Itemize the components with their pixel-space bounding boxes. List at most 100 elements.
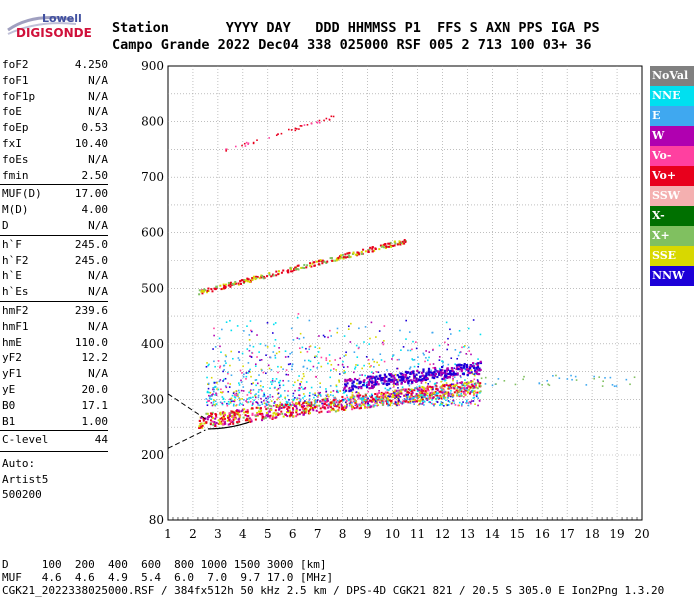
echo-point	[380, 393, 383, 396]
echo-point	[238, 397, 240, 399]
echo-point	[411, 391, 414, 394]
echo-point	[259, 404, 261, 407]
echo-point	[443, 371, 447, 374]
echo-point	[335, 259, 338, 262]
echo-point	[357, 253, 360, 256]
echo-point	[422, 370, 425, 373]
echo-point	[369, 399, 372, 402]
echo-point	[323, 400, 325, 403]
echo-point	[442, 387, 445, 390]
echo-point	[380, 359, 383, 361]
echo-point	[351, 385, 354, 388]
echo-point	[209, 423, 212, 426]
echo-point	[205, 421, 208, 424]
param-value: 0.53	[81, 121, 109, 135]
echo-point	[368, 400, 370, 403]
echo-point	[431, 391, 433, 394]
echo-point	[343, 335, 346, 337]
echo-point	[423, 377, 426, 380]
echo-point	[392, 382, 395, 385]
echo-point	[215, 414, 218, 417]
echo-point	[289, 403, 292, 406]
echo-point	[254, 278, 257, 281]
echo-point	[443, 390, 446, 393]
echo-point	[206, 289, 209, 292]
echo-point	[226, 415, 229, 418]
echo-point	[213, 334, 215, 337]
echo-point	[219, 417, 222, 420]
echo-point	[302, 413, 305, 416]
echo-point	[297, 389, 300, 392]
echo-point	[325, 262, 328, 265]
echo-point	[398, 372, 401, 374]
echo-point	[277, 365, 279, 368]
echo-point	[445, 372, 448, 375]
echo-point	[282, 404, 285, 407]
echo-point	[298, 387, 301, 389]
echo-point	[225, 150, 227, 152]
echo-point	[395, 395, 398, 398]
echo-point	[350, 379, 353, 382]
echo-point	[404, 370, 407, 374]
echo-point	[212, 401, 215, 403]
echo-point	[377, 371, 380, 374]
echo-point	[243, 373, 245, 376]
echo-point	[388, 387, 391, 390]
echo-point	[376, 380, 379, 384]
echo-point	[431, 399, 433, 401]
echo-point	[633, 376, 636, 379]
echo-point	[307, 412, 310, 415]
echo-point	[438, 370, 441, 374]
echo-point	[343, 370, 345, 372]
echo-point	[447, 384, 450, 387]
echo-point	[427, 383, 430, 385]
echo-point	[477, 362, 480, 365]
echo-point	[392, 386, 395, 388]
param-row: foF2 4.250	[2, 57, 108, 73]
echo-point	[344, 378, 347, 381]
echo-point	[269, 387, 271, 390]
echo-point	[241, 372, 243, 374]
echo-point	[292, 395, 294, 397]
echo-point	[219, 391, 222, 394]
echo-point	[219, 401, 222, 404]
echo-point	[243, 398, 245, 401]
echo-point	[277, 408, 280, 411]
echo-point	[323, 119, 325, 122]
echo-point	[298, 338, 301, 340]
echo-point	[434, 382, 437, 385]
echo-point	[412, 340, 414, 343]
echo-point	[347, 378, 350, 382]
echo-point	[334, 259, 337, 262]
echo-point	[314, 356, 316, 359]
echo-point	[199, 423, 202, 426]
echo-point	[454, 404, 457, 406]
auto-code: 500200	[2, 488, 42, 502]
echo-point	[301, 346, 304, 349]
echo-point	[440, 395, 443, 398]
echo-point	[401, 386, 404, 389]
echo-point	[236, 394, 239, 397]
echo-point	[410, 388, 413, 391]
echo-point	[447, 404, 450, 406]
echo-point	[388, 242, 391, 245]
echo-point	[277, 270, 280, 273]
echo-point	[475, 386, 478, 389]
echo-point	[462, 386, 465, 389]
echo-point	[247, 142, 250, 145]
echo-point	[447, 392, 450, 395]
echo-point	[219, 284, 222, 287]
echo-point	[299, 387, 301, 390]
echo-point	[277, 392, 280, 395]
echo-point	[244, 145, 247, 147]
echo-point	[333, 405, 336, 408]
echo-point	[476, 368, 479, 371]
echo-point	[406, 398, 409, 401]
echo-point	[360, 253, 363, 256]
echo-point	[387, 403, 390, 405]
echo-point	[339, 400, 342, 403]
echo-point	[296, 128, 298, 130]
echo-point	[264, 344, 267, 347]
echo-point	[215, 416, 218, 419]
echo-point	[381, 403, 384, 406]
